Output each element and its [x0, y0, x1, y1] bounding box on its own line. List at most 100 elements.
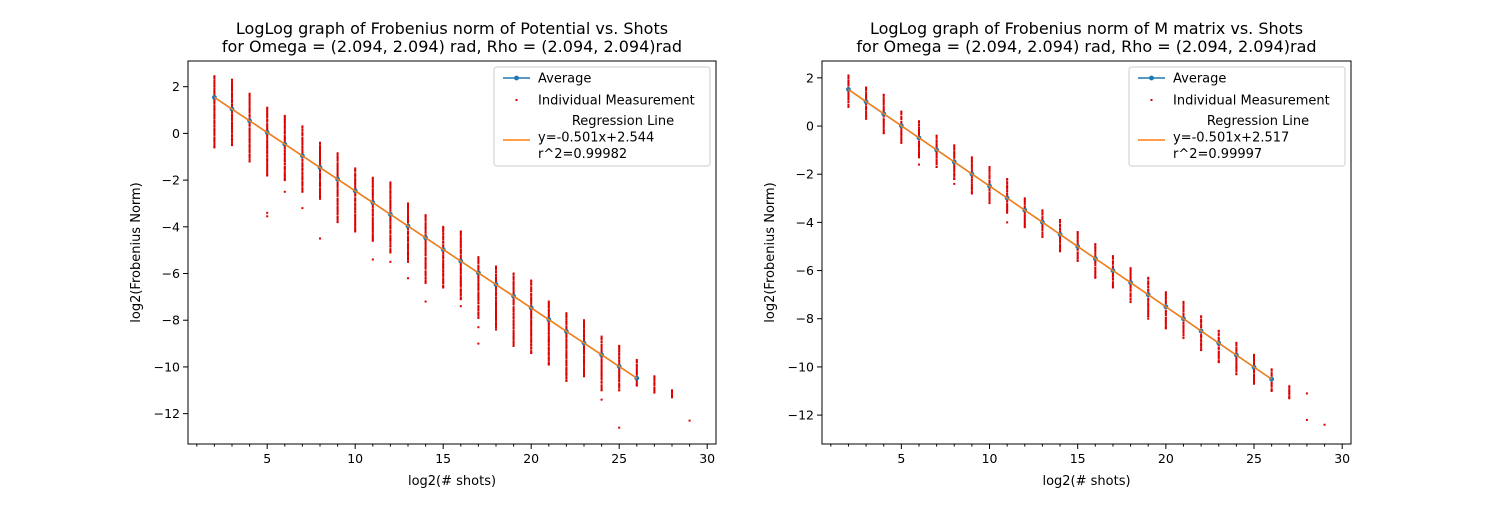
measurement-point [495, 276, 497, 279]
measurement-point [900, 113, 903, 116]
measurement-point [459, 292, 462, 295]
measurement-point [477, 316, 480, 319]
y-tick-label: −10 [788, 359, 814, 374]
measurement-point [1041, 210, 1044, 213]
measurement-point [336, 198, 339, 201]
measurement-point [970, 157, 973, 160]
measurement-point [248, 94, 251, 97]
measurement-point [618, 386, 621, 389]
measurement-point [336, 156, 339, 159]
measurement-point [547, 326, 550, 329]
measurement-point [618, 380, 621, 383]
measurement-point [389, 199, 392, 202]
measurement-point [231, 89, 233, 92]
measurement-point [336, 207, 339, 210]
measurement-point [653, 384, 656, 387]
measurement-point [547, 315, 550, 318]
measurement-point [336, 173, 339, 176]
measurement-point [213, 124, 216, 127]
measurement-point [1164, 300, 1167, 303]
measurement-point [1235, 341, 1238, 344]
measurement-point [865, 86, 868, 89]
measurement-point [953, 170, 956, 173]
measurement-point [1111, 284, 1114, 287]
measurement-point [653, 381, 656, 384]
measurement-point [988, 174, 991, 177]
measurement-point [935, 140, 938, 143]
measurement-point [283, 172, 286, 175]
measurement-point [424, 258, 427, 261]
measurement-point [213, 146, 216, 149]
y-tick-label: −8 [162, 313, 180, 328]
measurement-point [424, 262, 427, 265]
measurement-point [953, 164, 956, 167]
measurement-point [565, 339, 568, 342]
measurement-point [547, 346, 550, 349]
measurement-point [371, 194, 374, 197]
measurement-point [336, 190, 339, 193]
measurement-point [1217, 353, 1220, 356]
measurement-point [865, 117, 868, 120]
measurement-point [477, 282, 480, 285]
measurement-point [336, 213, 339, 216]
measurement-point [354, 183, 357, 186]
measurement-point [565, 320, 568, 323]
measurement-point [1164, 320, 1167, 323]
measurement-point [547, 357, 550, 360]
measurement-point [1023, 199, 1026, 202]
measurement-point [319, 189, 321, 192]
measurement-point [953, 175, 956, 178]
measurement-point [1094, 260, 1097, 263]
measurement-point [231, 110, 233, 113]
measurement-point [407, 243, 409, 246]
measurement-point [371, 239, 374, 242]
measurement-point [301, 163, 304, 166]
measurement-point [459, 296, 462, 299]
measurement-point [1147, 313, 1150, 316]
measurement-point [495, 308, 497, 311]
measurement-point [1129, 292, 1132, 295]
legend-frame [493, 66, 711, 167]
measurement-point [1006, 199, 1009, 202]
measurement-point [1253, 359, 1256, 362]
measurement-point [442, 233, 445, 236]
measurement-point [671, 394, 673, 397]
measurement-point [530, 322, 533, 325]
measurement-point [1041, 229, 1044, 232]
measurement-point [1076, 235, 1079, 238]
measurement-point [970, 165, 973, 168]
measurement-point [477, 256, 480, 259]
measurement-point [547, 338, 550, 341]
measurement-point [882, 129, 885, 132]
measurement-point [653, 389, 656, 392]
measurement-point [1076, 242, 1079, 245]
measurement-point [530, 346, 533, 349]
measurement-point [459, 272, 462, 275]
measurement-point [424, 241, 427, 244]
measurement-point [547, 300, 550, 303]
measurement-point [389, 196, 392, 199]
measurement-point [600, 363, 603, 366]
measurement-point [530, 343, 533, 346]
measurement-point [1235, 368, 1238, 371]
measurement-point [424, 281, 427, 284]
measurement-point [988, 194, 991, 197]
measurement-point [389, 234, 392, 237]
x-tick-label: 15 [1070, 451, 1086, 466]
measurement-point [213, 87, 216, 90]
measurement-point [900, 132, 903, 135]
measurement-point [266, 150, 269, 153]
measurement-point [583, 333, 585, 336]
legend-individual-label: Individual Measurement [538, 94, 695, 109]
measurement-point [917, 124, 920, 127]
measurement-point [618, 347, 621, 350]
measurement-point [935, 144, 938, 147]
measurement-point [1129, 285, 1132, 288]
measurement-point [213, 125, 216, 128]
measurement-point [336, 152, 339, 155]
measurement-point [530, 321, 533, 324]
x-axis-label: log2(# shots) [408, 474, 496, 489]
measurement-point [1164, 295, 1167, 298]
measurement-point [1111, 265, 1114, 268]
measurement-point [213, 77, 216, 80]
